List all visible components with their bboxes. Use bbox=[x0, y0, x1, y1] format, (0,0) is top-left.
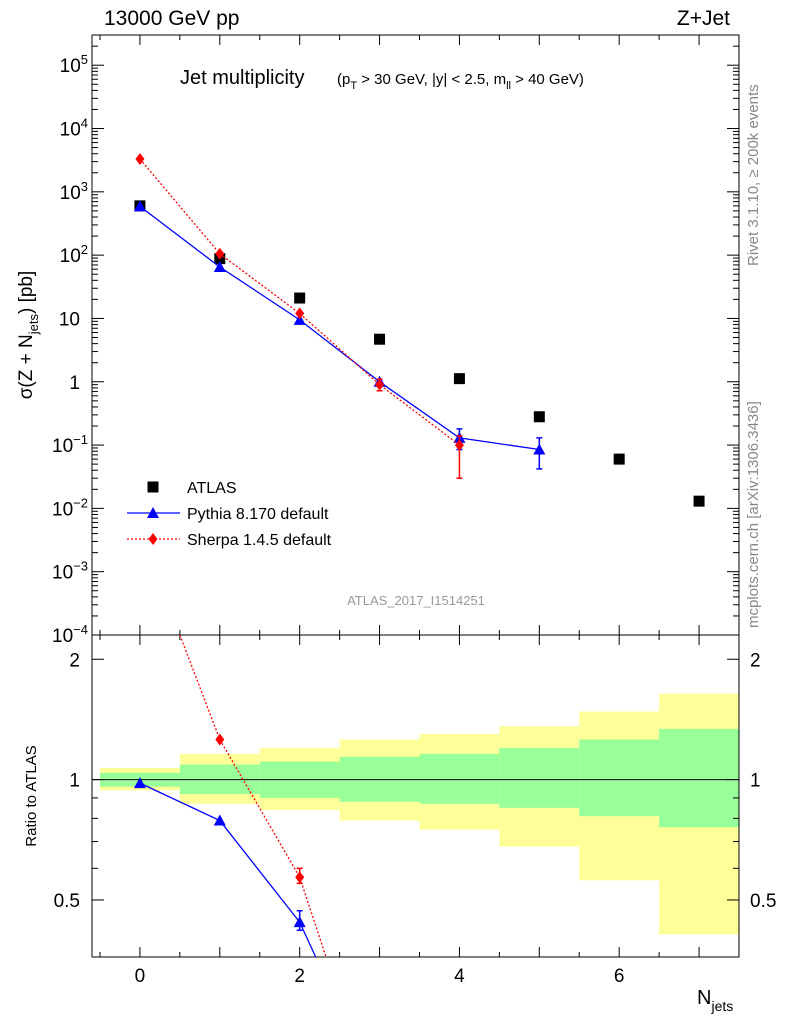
y-tick-label: 102 bbox=[60, 242, 88, 267]
energy-label: 13000 GeV pp bbox=[104, 7, 240, 30]
ratio-y-tick-label-right: 1 bbox=[750, 771, 761, 792]
legend-label: ATLAS bbox=[187, 480, 237, 497]
x-tick-label: 6 bbox=[614, 966, 625, 987]
y-tick-label: 104 bbox=[60, 116, 88, 141]
data-point bbox=[215, 247, 225, 260]
ratio-series-line bbox=[139, 782, 317, 957]
plot-title: Jet multiplicity bbox=[180, 67, 304, 89]
ratio-plot-frame bbox=[91, 634, 740, 958]
x-tick-label: 4 bbox=[454, 966, 465, 987]
data-point bbox=[613, 453, 625, 465]
data-point bbox=[693, 495, 705, 507]
x-tick-label: 0 bbox=[135, 966, 146, 987]
ratio-data-point bbox=[295, 871, 305, 884]
data-point bbox=[454, 439, 464, 452]
band-green-bin bbox=[579, 739, 660, 817]
series-line bbox=[139, 158, 460, 446]
y-axis-label-main: σ(Z + Njets) [pb] bbox=[16, 271, 41, 400]
legend: ATLAS Pythia 8.170 default Sherpa 1.4.5 de… bbox=[127, 480, 332, 549]
ratio-y-tick-label: 0.5 bbox=[54, 891, 80, 912]
y-tick-label: 10−2 bbox=[52, 495, 88, 520]
data-point bbox=[294, 292, 306, 304]
y-tick-label: 10−4 bbox=[52, 622, 88, 647]
ratio-y-tick-label: 1 bbox=[69, 771, 80, 792]
data-point bbox=[374, 333, 386, 345]
data-point bbox=[375, 378, 385, 391]
y-tick-label: 1 bbox=[69, 373, 80, 394]
band-green-bin bbox=[419, 753, 500, 804]
x-axis-label: Njets bbox=[697, 987, 733, 1014]
x-tick-label: 2 bbox=[294, 966, 305, 987]
plot-title-cuts: (pT > 30 GeV, |y| < 2.5, mll > 40 GeV) bbox=[337, 71, 584, 92]
ratio-series-line bbox=[179, 635, 327, 957]
legend-label: Sherpa 1.4.5 default bbox=[187, 532, 332, 549]
ratio-data-point bbox=[215, 733, 225, 746]
y-tick-label: 105 bbox=[60, 52, 88, 77]
ratio-data-point bbox=[213, 814, 226, 826]
ratio-data-point bbox=[293, 916, 306, 928]
legend-label: Pythia 8.170 default bbox=[187, 506, 329, 523]
ratio-y-tick-label-right: 2 bbox=[750, 650, 761, 671]
legend-marker bbox=[147, 481, 159, 493]
ratio-data-point bbox=[133, 777, 146, 789]
band-green-bin bbox=[499, 747, 580, 808]
data-point bbox=[295, 307, 305, 320]
legend-marker bbox=[148, 533, 158, 545]
y-tick-label: 10−3 bbox=[52, 559, 88, 584]
data-point bbox=[453, 373, 465, 385]
ratio-y-tick-label: 2 bbox=[69, 650, 80, 671]
y-tick-label: 10 bbox=[59, 309, 80, 330]
legend-marker bbox=[147, 507, 159, 518]
data-point bbox=[213, 260, 226, 272]
y-tick-label: 103 bbox=[60, 179, 88, 204]
ratio-series bbox=[133, 635, 327, 957]
band-green-bin bbox=[659, 728, 739, 828]
data-point bbox=[135, 153, 145, 166]
y-tick-label: 10−1 bbox=[52, 432, 88, 457]
ratio-y-tick-label-right: 0.5 bbox=[750, 891, 776, 912]
series-line bbox=[139, 205, 540, 451]
data-point bbox=[533, 443, 546, 455]
data-point bbox=[533, 411, 545, 423]
process-label: Z+Jet bbox=[676, 7, 730, 30]
y-axis-label-ratio: Ratio to ATLAS bbox=[23, 745, 40, 846]
uncertainty-bands bbox=[99, 693, 739, 935]
main-series bbox=[133, 153, 705, 507]
data-point bbox=[133, 200, 146, 212]
analysis-watermark: ATLAS_2017_I1514251 bbox=[347, 593, 485, 608]
